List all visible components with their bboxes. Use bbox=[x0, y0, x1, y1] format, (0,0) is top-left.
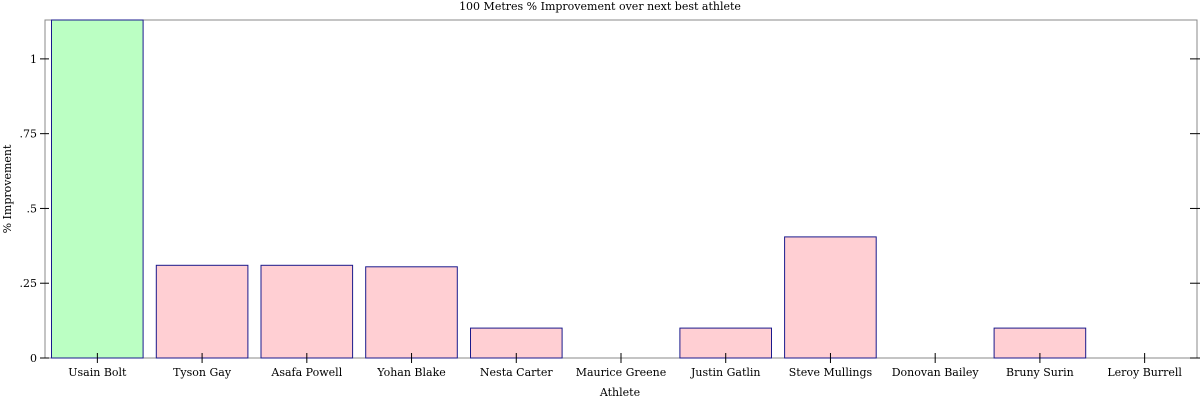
x-tick-label: Tyson Gay bbox=[173, 366, 232, 379]
y-tick-label: 1 bbox=[30, 53, 37, 66]
x-tick-label: Donovan Bailey bbox=[892, 366, 980, 379]
x-tick-label: Nesta Carter bbox=[480, 366, 553, 379]
x-tick-label: Asafa Powell bbox=[270, 366, 342, 379]
y-axis-label: % Improvement bbox=[1, 144, 14, 233]
bar-usain-bolt bbox=[52, 20, 144, 358]
bars-group bbox=[52, 20, 1086, 358]
x-tick-label: Justin Gatlin bbox=[690, 366, 761, 379]
y-tick-label: .5 bbox=[27, 202, 38, 215]
bar-tyson-gay bbox=[156, 265, 248, 358]
y-tick-label: 0 bbox=[30, 352, 37, 365]
x-tick-label: Usain Bolt bbox=[68, 366, 127, 379]
x-tick-label: Yohan Blake bbox=[376, 366, 446, 379]
chart-title: 100 Metres % Improvement over next best … bbox=[459, 0, 741, 13]
bar-yohan-blake bbox=[366, 267, 458, 358]
x-tick-label: Steve Mullings bbox=[789, 366, 873, 379]
y-tick-label: .25 bbox=[20, 277, 38, 290]
y-tick-label: .75 bbox=[20, 128, 38, 141]
x-tick-label: Leroy Burrell bbox=[1107, 366, 1182, 379]
bar-asafa-powell bbox=[261, 265, 353, 358]
x-axis-label: Athlete bbox=[599, 386, 640, 399]
x-tick-label: Maurice Greene bbox=[576, 366, 667, 379]
x-tick-label: Bruny Surin bbox=[1006, 366, 1074, 379]
bar-steve-mullings bbox=[785, 237, 877, 358]
